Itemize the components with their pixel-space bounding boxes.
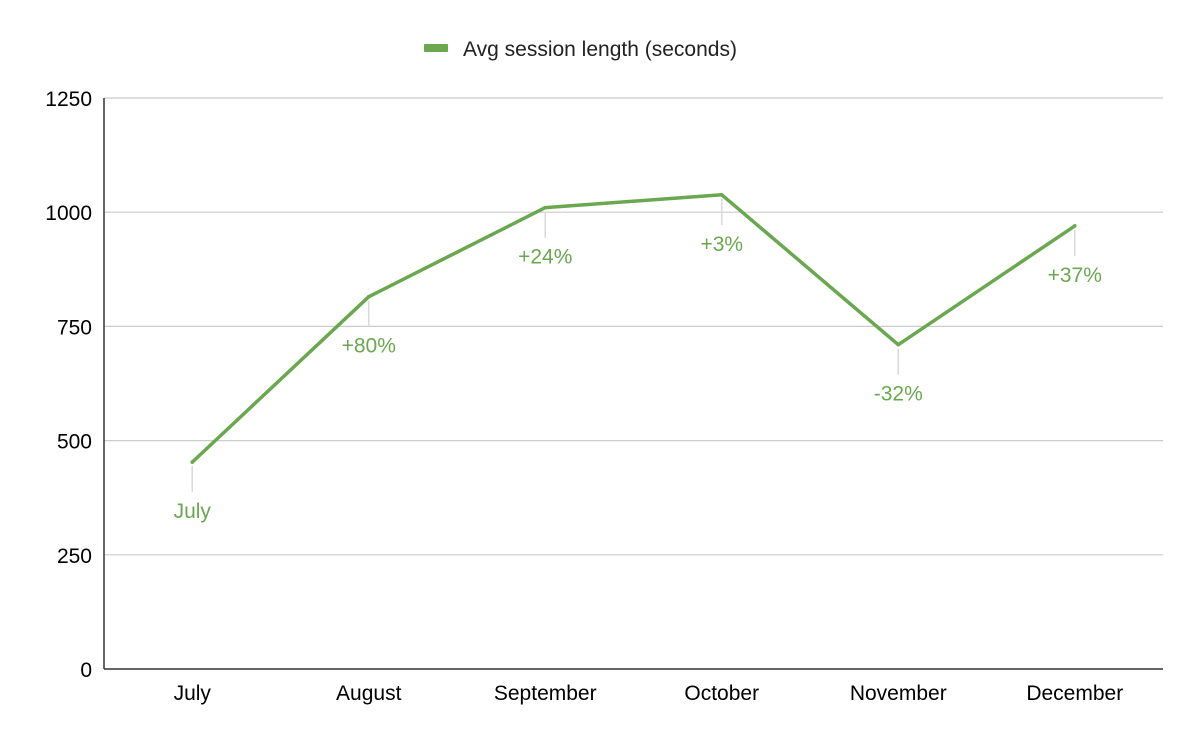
data-point xyxy=(896,342,901,347)
y-tick-label: 0 xyxy=(80,659,92,682)
data-point xyxy=(190,460,195,464)
data-label: July xyxy=(174,500,212,523)
x-tick-label: September xyxy=(494,682,597,705)
x-axis-ticks: July August September October November Decemb… xyxy=(174,682,1124,705)
data-label: +24% xyxy=(518,246,572,269)
y-tick-label: 1250 xyxy=(45,88,92,111)
series xyxy=(190,193,1077,464)
legend-swatch xyxy=(424,44,448,52)
data-label-leaders xyxy=(191,198,1076,493)
y-tick-label: 1000 xyxy=(45,202,92,225)
series-line xyxy=(190,193,1077,464)
data-point xyxy=(1072,224,1077,228)
axes xyxy=(103,98,1163,670)
legend-label: Avg session length (seconds) xyxy=(463,38,737,61)
x-tick-label: August xyxy=(336,682,402,705)
x-tick-label: July xyxy=(174,682,212,705)
x-tick-label: December xyxy=(1026,682,1123,705)
data-label: +80% xyxy=(342,335,396,358)
data-point xyxy=(543,205,548,210)
x-tick-label: November xyxy=(850,682,947,705)
data-label: +37% xyxy=(1048,264,1102,287)
y-axis-ticks: 0 250 500 750 1000 1250 xyxy=(45,88,92,682)
y-tick-label: 250 xyxy=(57,545,92,568)
x-tick-label: October xyxy=(684,682,759,705)
data-point xyxy=(366,294,371,299)
y-tick-label: 750 xyxy=(57,316,92,339)
gridlines xyxy=(104,97,1163,556)
legend: Avg session length (seconds) xyxy=(424,38,737,61)
data-label: -32% xyxy=(874,383,923,406)
data-labels: July +80% +24% +3% -32% +37% xyxy=(174,233,1102,523)
y-tick-label: 500 xyxy=(57,431,92,454)
data-point xyxy=(719,193,724,197)
data-label: +3% xyxy=(700,233,743,256)
